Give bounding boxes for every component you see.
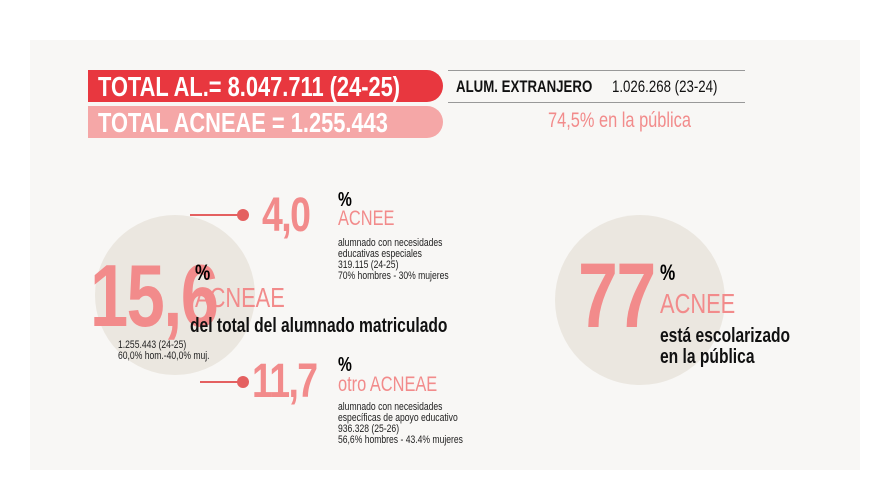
acnee-unit: %	[338, 189, 352, 211]
acneae-bar	[88, 106, 443, 138]
public-number: 77	[578, 245, 656, 347]
foreign-label: ALUM. EXTRANJERO	[456, 77, 593, 96]
acneae-number: 15,6	[90, 246, 219, 345]
public-desc: está escolarizado	[660, 325, 791, 347]
circle	[95, 215, 255, 375]
acneae-label: ACNEAE	[195, 282, 285, 313]
foreign-public: 74,5% en la pública	[548, 109, 691, 132]
other-unit: %	[338, 354, 352, 376]
acnee-desc: alumnado con necesidades	[338, 237, 443, 249]
other-gender: 56,6% hombres - 43.4% mujeres	[338, 434, 463, 446]
acneae-text: TOTAL ACNEAE = 1.255.443	[98, 107, 388, 138]
total-text: TOTAL AL.= 8.047.711 (24-25)	[98, 71, 401, 102]
acneae-count: 1.255.443 (24-25)	[118, 339, 187, 351]
other-number: 11,7	[252, 355, 318, 408]
acnee-label: ACNEE	[338, 207, 395, 230]
foreign-box	[448, 70, 745, 103]
other-count: 936.328 (25-26)	[338, 423, 400, 435]
acnee-number: 4,0	[262, 189, 311, 242]
other-label: otro ACNEAE	[338, 373, 438, 396]
circle	[555, 215, 725, 385]
acnee-gender: 70% hombres - 30% mujeres	[338, 270, 449, 282]
total-bar	[88, 70, 443, 102]
acnee-count: 319.115 (24-25)	[338, 259, 399, 271]
public-label: ACNEE	[660, 288, 736, 319]
acneae-gender: 60,0% hom.-40,0% muj.	[118, 350, 210, 362]
acnee-desc: educativas especiales	[338, 248, 422, 260]
public-desc: en la pública	[660, 346, 755, 368]
acneae-unit: %	[195, 260, 211, 285]
other-desc: alumnado con necesidades	[338, 401, 443, 413]
public-unit: %	[660, 260, 676, 285]
connector-dot	[237, 209, 249, 221]
other-desc: específicas de apoyo educativo	[338, 412, 458, 424]
acneae-desc: del total del alumnado matriculado	[190, 315, 448, 337]
foreign-value: 1.026.268 (23-24)	[612, 77, 718, 96]
connector-dot	[237, 376, 249, 388]
